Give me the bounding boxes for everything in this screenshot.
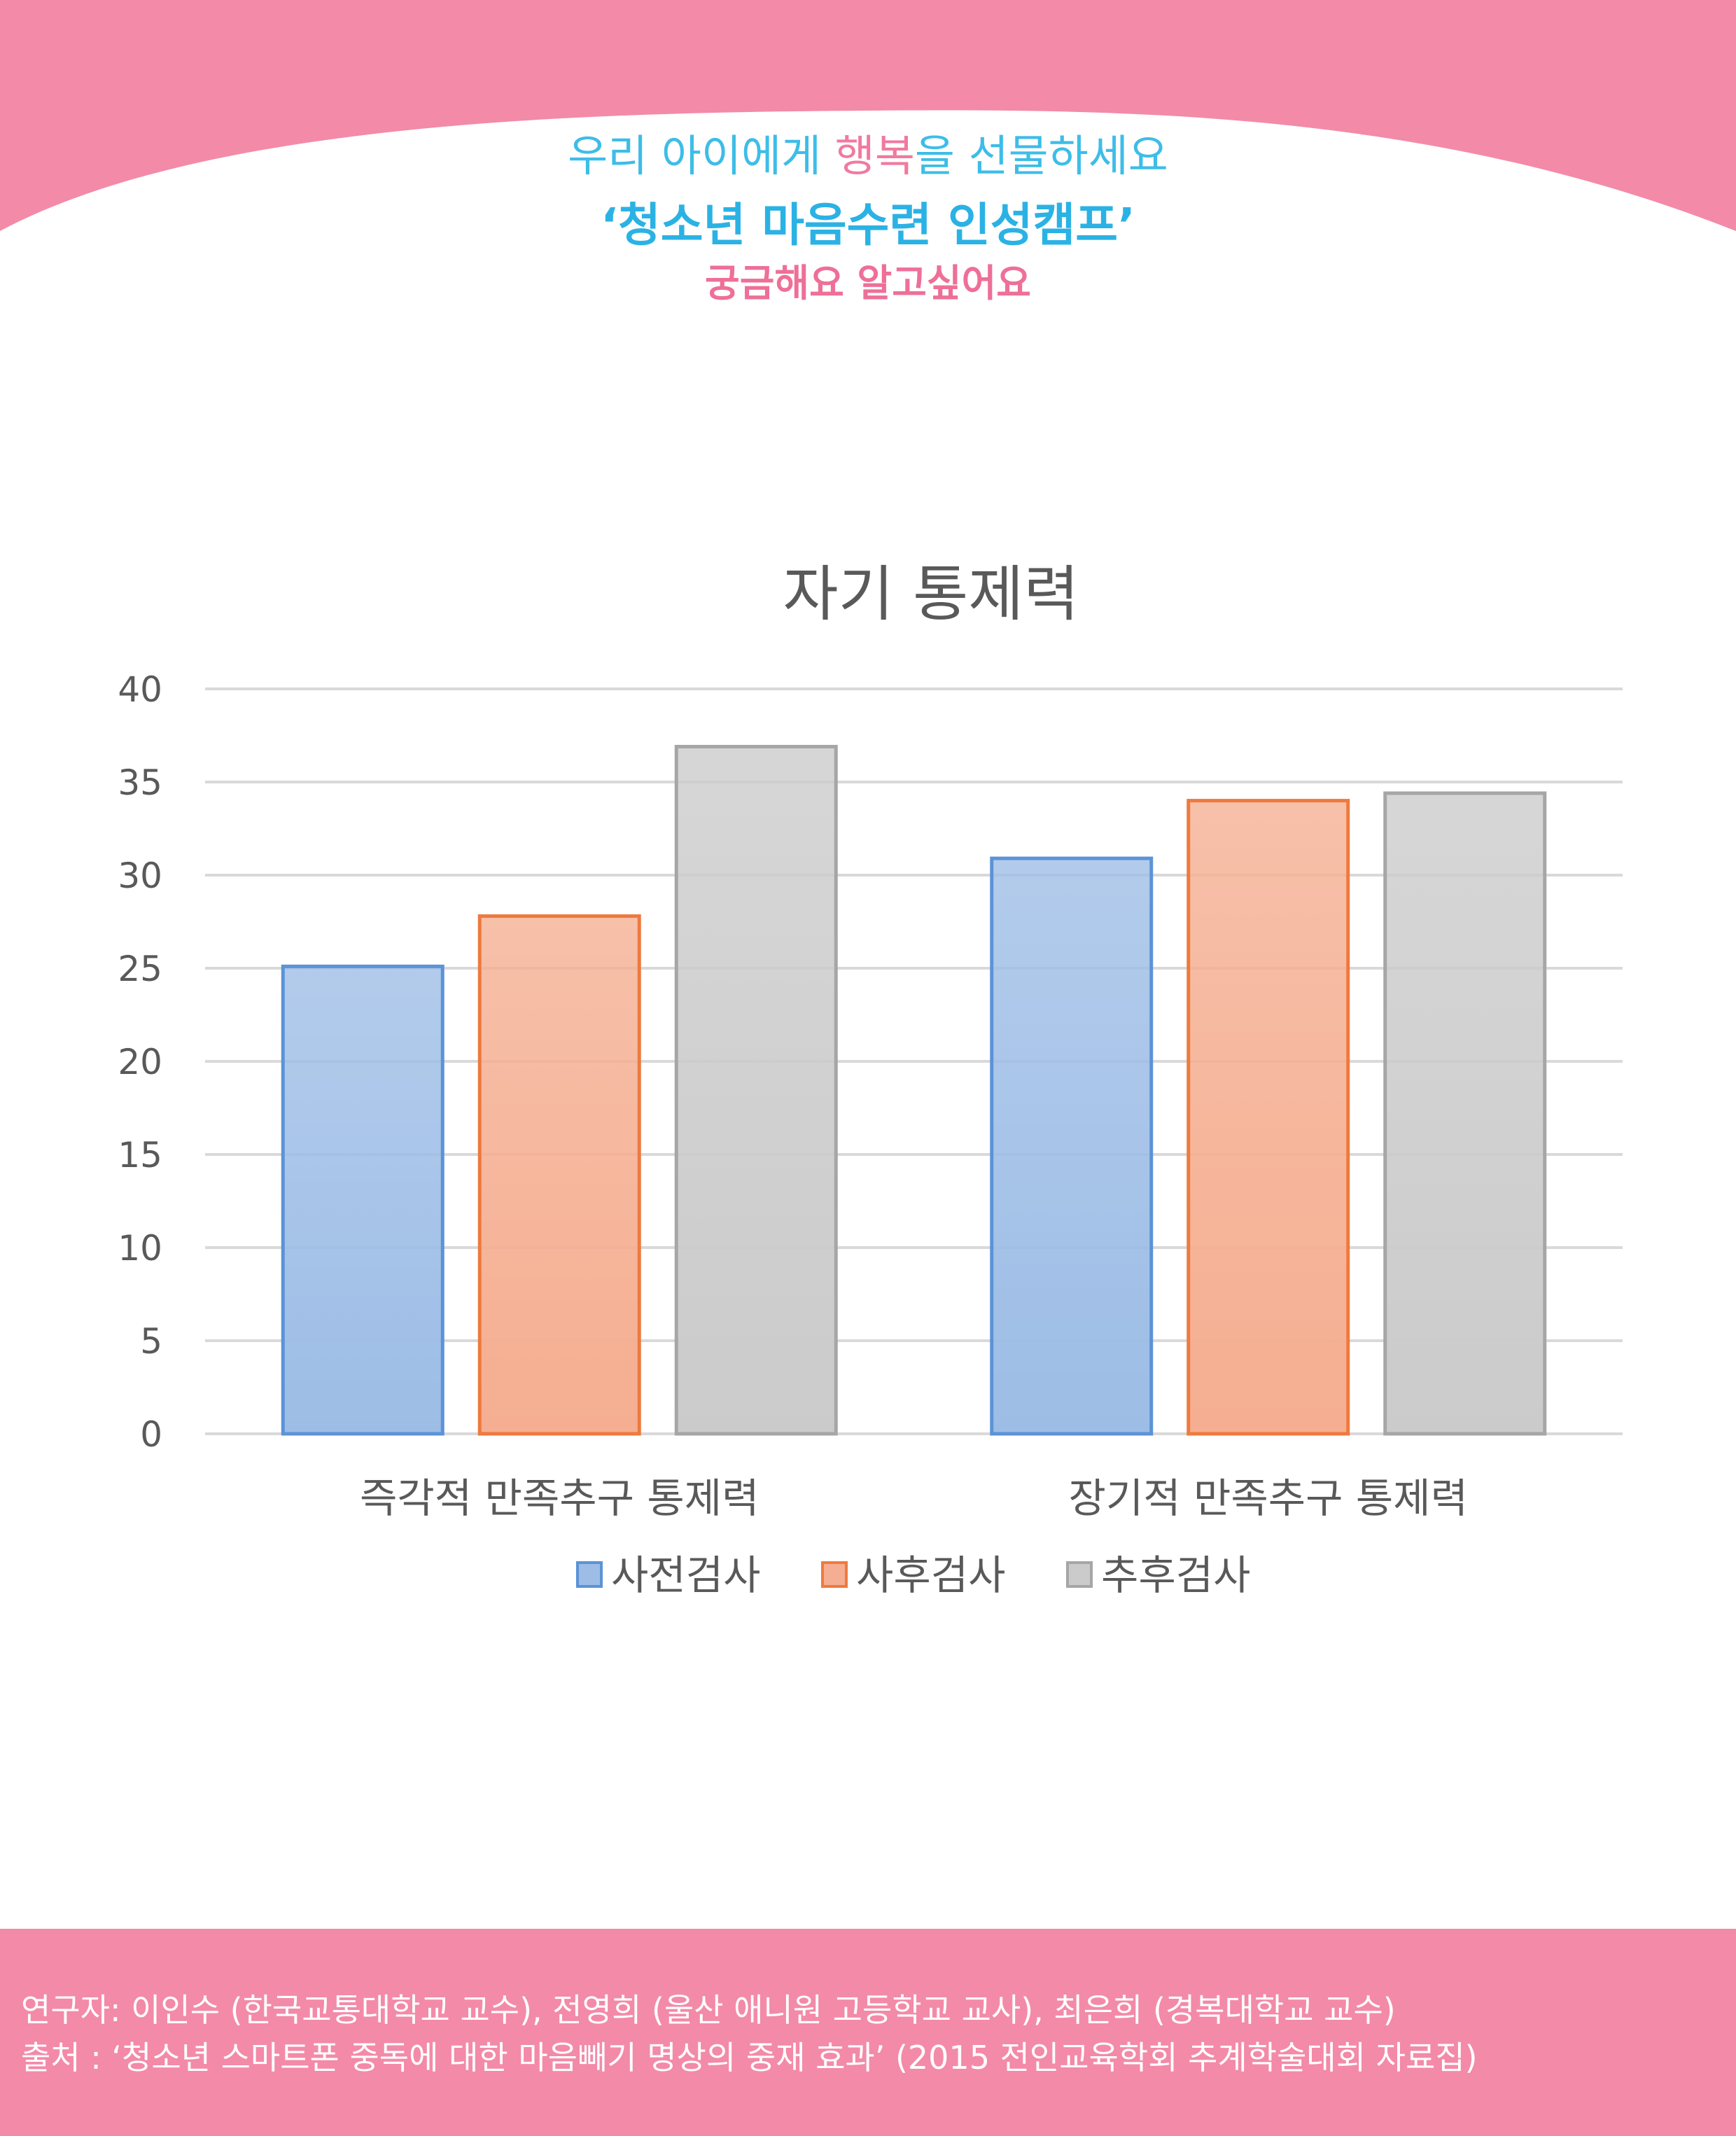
footer-researchers: 연구자: 이인수 (한국교통대학교 교수), 전영희 (울산 애니원 고등학교 … [21,1991,1396,2029]
bars [281,744,1547,1436]
bar-추후검사-2 [1383,791,1547,1436]
y-tick-label: 40 [118,669,162,710]
y-tick-label: 30 [118,856,162,896]
tagline-after: 을 선물하세요 [914,130,1168,181]
legend: 사전검사 사후검사 추후검사 [576,1551,1250,1599]
y-tick-label: 0 [140,1414,162,1455]
header-wave-background [0,0,1736,231]
header-subtitle: 궁금해요 알고싶어요 [705,261,1031,305]
y-tick-label: 25 [118,949,162,989]
chart-title: 자기 통제력 [783,559,1079,629]
bar-chart: 자기 통제력 0 5 10 15 20 25 30 35 40 즉각적 만족추구 통제력 장기적 … [118,559,1623,1599]
bar-사전검사-2 [990,856,1154,1436]
bar-추후검사-1 [674,744,838,1436]
bar-사전검사-1 [281,964,444,1436]
x-axis-labels: 즉각적 만족추구 통제력 장기적 만족추구 통제력 [360,1474,1468,1522]
legend-swatch [821,1561,848,1588]
header-tagline: 우리 아이에게 행복을 선물하세요 [0,120,1736,183]
x-category-label: 장기적 만족추구 통제력 [1069,1474,1468,1522]
bar-사후검사-1 [477,914,641,1436]
y-tick-label: 35 [118,762,162,803]
y-tick-label: 15 [118,1135,162,1175]
y-tick-label: 5 [140,1321,162,1362]
legend-swatch [576,1561,603,1588]
y-tick-label: 20 [118,1042,162,1082]
tagline-highlight: 행복 [834,130,915,181]
legend-label: 사후검사 [856,1551,1005,1599]
bar-사후검사-2 [1186,799,1350,1436]
x-category-label: 즉각적 만족추구 통제력 [360,1474,759,1522]
footer-source: 출처 : ‘청소년 스마트폰 중독에 대한 마음빼기 명상의 중재 효과’ (2… [21,2039,1478,2076]
y-tick-label: 10 [118,1228,162,1269]
program-title: ‘청소년 마음수련 인성캠프’ [600,198,1136,252]
legend-label: 사전검사 [611,1551,760,1599]
tagline-before: 우리 아이에게 [568,130,835,181]
legend-swatch [1066,1561,1093,1588]
footer: 연구자: 이인수 (한국교통대학교 교수), 전영희 (울산 애니원 고등학교 … [0,1929,1736,2136]
legend-label: 추후검사 [1101,1551,1250,1599]
y-axis-ticks: 0 5 10 15 20 25 30 35 40 [118,669,162,1455]
